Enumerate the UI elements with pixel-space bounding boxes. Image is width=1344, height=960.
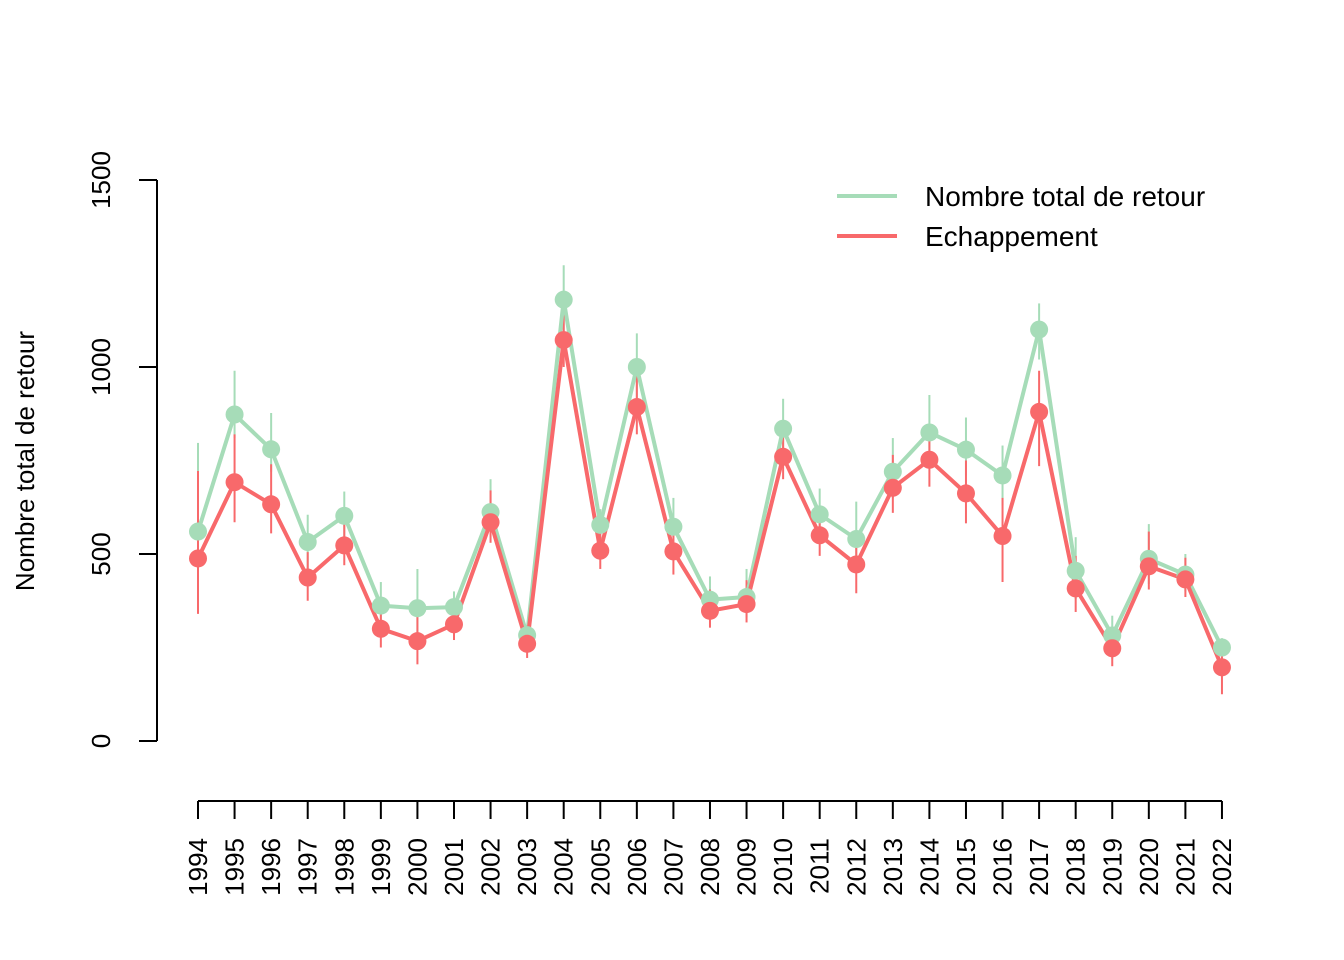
x-tick-label: 1998 xyxy=(329,838,359,896)
data-point xyxy=(883,462,902,481)
data-point xyxy=(225,405,244,424)
data-point xyxy=(993,466,1012,485)
x-tick-label: 2022 xyxy=(1207,838,1237,896)
x-tick-label: 2019 xyxy=(1097,838,1127,896)
data-point xyxy=(1103,639,1122,658)
x-tick-label: 2011 xyxy=(805,838,835,894)
data-point xyxy=(518,634,537,653)
x-tick-label: 1996 xyxy=(256,838,286,896)
data-point xyxy=(1103,626,1122,645)
y-tick-label: 1500 xyxy=(86,151,116,209)
data-point xyxy=(591,541,610,560)
legend-label-echappement: Echappement xyxy=(925,221,1098,252)
legend: Nombre total de retour Echappement xyxy=(837,181,1205,252)
x-tick-label: 2020 xyxy=(1134,838,1164,896)
x-tick-label: 2006 xyxy=(622,838,652,896)
x-tick-label: 2008 xyxy=(695,838,725,896)
x-tick-label: 2003 xyxy=(512,838,542,896)
data-point xyxy=(554,290,573,309)
data-point xyxy=(335,506,354,525)
data-point xyxy=(444,598,463,617)
data-point xyxy=(1139,557,1158,576)
data-point xyxy=(481,513,500,532)
data-point xyxy=(262,495,281,514)
x-tick-label: 1999 xyxy=(366,838,396,896)
x-tick-label: 2017 xyxy=(1024,838,1054,896)
x-tick-label: 2015 xyxy=(951,838,981,896)
data-point xyxy=(591,515,610,534)
x-tick-label: 2013 xyxy=(878,838,908,896)
data-point xyxy=(371,619,390,638)
data-point xyxy=(1212,658,1231,677)
data-point xyxy=(627,358,646,376)
data-point xyxy=(1030,402,1049,421)
x-tick-label: 2009 xyxy=(732,838,762,896)
data-point xyxy=(774,447,793,466)
x-tick-label: 2021 xyxy=(1170,838,1200,896)
data-point xyxy=(1066,561,1085,580)
data-point xyxy=(225,473,244,492)
data-point xyxy=(189,549,207,568)
data-point xyxy=(1030,320,1049,339)
data-point xyxy=(1176,570,1195,589)
x-tick-label: 2018 xyxy=(1061,838,1091,896)
x-tick-label: 2016 xyxy=(988,838,1018,896)
y-tick-label: 1000 xyxy=(86,338,116,396)
x-axis: 1994 1995 1996 1997 1998 1999 2000 2001 2002 2003… xyxy=(183,800,1237,896)
data-point xyxy=(956,484,975,503)
x-tick-label: 2012 xyxy=(841,838,871,896)
data-point xyxy=(700,601,719,620)
data-point xyxy=(371,596,390,615)
data-point xyxy=(737,595,756,614)
data-point xyxy=(1066,579,1085,598)
x-tick-label: 2007 xyxy=(658,838,688,896)
y-tick-label: 0 xyxy=(86,734,116,748)
legend-label-total: Nombre total de retour xyxy=(925,181,1205,212)
x-tick-label: 2004 xyxy=(549,838,579,896)
x-tick-label: 2014 xyxy=(914,838,944,896)
data-point xyxy=(810,526,829,545)
y-axis: 0 500 1000 1500 xyxy=(86,151,158,748)
data-point xyxy=(774,419,793,438)
x-tick-label: 1997 xyxy=(293,838,323,896)
data-point xyxy=(920,423,939,442)
x-tick-label: 2000 xyxy=(402,838,432,896)
x-tick-label: 2001 xyxy=(439,838,469,896)
data-point xyxy=(298,533,317,552)
data-point xyxy=(993,527,1012,546)
data-point xyxy=(189,522,207,541)
x-tick-label: 1995 xyxy=(220,838,250,896)
x-tick-label: 2010 xyxy=(768,838,798,896)
data-point xyxy=(810,505,829,524)
data-point xyxy=(920,450,939,469)
data-point xyxy=(554,331,573,350)
data-point xyxy=(627,398,646,417)
data-point xyxy=(847,555,866,574)
y-axis-title: Nombre total de retour xyxy=(10,331,40,591)
data-point xyxy=(847,530,866,549)
data-point xyxy=(664,542,683,561)
data-point xyxy=(335,536,354,555)
data-point xyxy=(956,440,975,459)
data-point xyxy=(444,615,463,634)
error-bars xyxy=(197,265,1223,695)
series-points xyxy=(189,290,1231,677)
data-point xyxy=(262,440,281,459)
x-tick-label: 2002 xyxy=(476,838,506,896)
data-point xyxy=(298,568,317,587)
data-point xyxy=(1212,638,1231,657)
x-tick-label: 2005 xyxy=(585,838,615,896)
x-tick-label: 1994 xyxy=(183,838,213,896)
y-tick-label: 500 xyxy=(86,532,116,575)
data-point xyxy=(664,517,683,536)
data-point xyxy=(408,599,427,618)
data-point xyxy=(408,632,427,651)
data-point xyxy=(883,478,902,497)
